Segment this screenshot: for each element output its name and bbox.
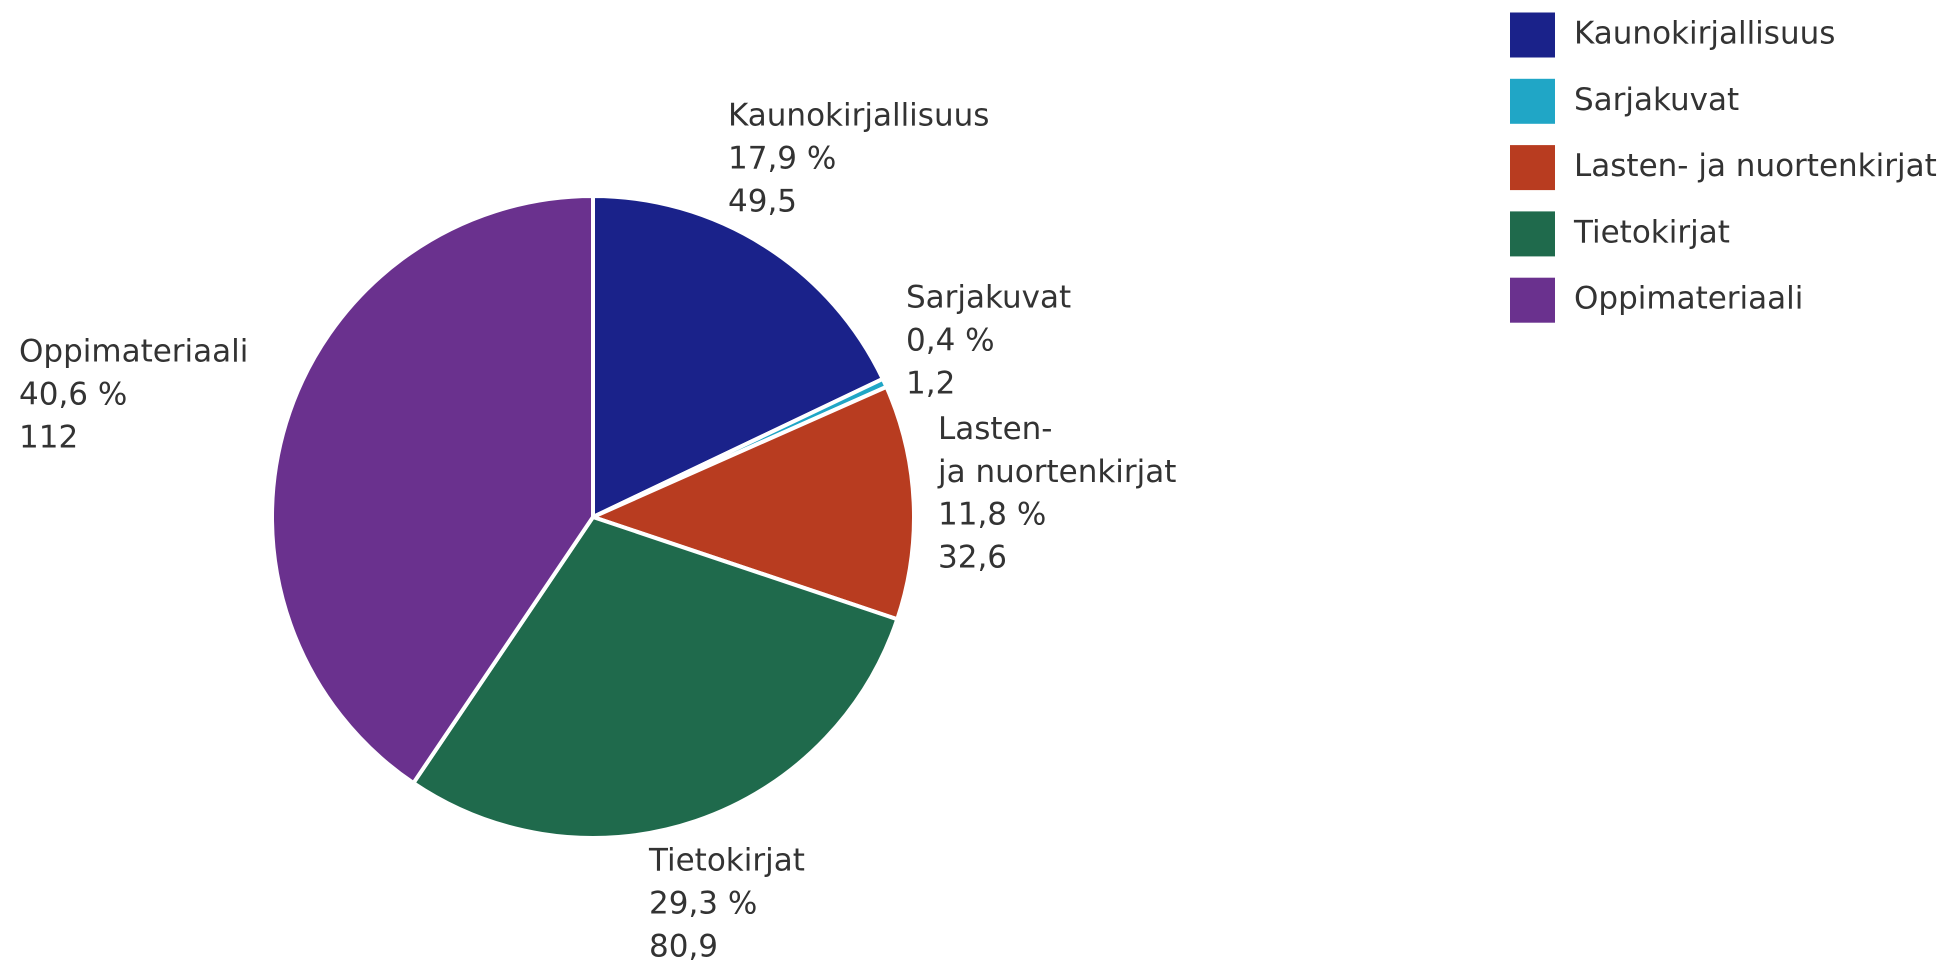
value-label: 112 — [19, 420, 78, 456]
pie-slice — [591, 194, 885, 519]
slice-label-part: Lasten- — [938, 411, 1062, 447]
pie-slice — [411, 515, 900, 840]
pie-slice — [270, 194, 595, 786]
slice-label: Sarjakuvat — [906, 280, 1071, 316]
percentage-label: 11,8 % — [938, 497, 1046, 533]
slice-label: Kaunokirjallisuus — [728, 98, 989, 134]
pie-slice — [591, 384, 916, 622]
slice-label: Lasten- ja nuortenkirjat — [937, 411, 1176, 490]
percentage-label: 40,6 % — [19, 377, 127, 413]
slice-label: Oppimateriaali — [19, 334, 248, 370]
legend-label: Oppimateriaali — [1574, 281, 1803, 317]
value-label: 1,2 — [906, 366, 955, 402]
percentage-label: 0,4 % — [906, 323, 995, 359]
legend-label: Lasten- ja nuortenkirjat — [1574, 148, 1937, 184]
value-label: 49,5 — [728, 184, 797, 220]
legend-label: Tietokirjat — [1573, 214, 1730, 250]
legend-label: Sarjakuvat — [1574, 82, 1739, 118]
legend-swatch — [1510, 277, 1555, 323]
legend-swatch — [1510, 78, 1555, 124]
legend-label: Kaunokirjallisuus — [1574, 16, 1835, 52]
percentage-label: 17,9 % — [728, 141, 836, 177]
value-label: 32,6 — [938, 540, 1007, 576]
value-label: 80,9 — [649, 929, 718, 965]
percentage-label: 29,3 % — [649, 886, 757, 922]
legend-swatch — [1510, 12, 1555, 58]
slice-label-part: ja nuortenkirjat — [937, 454, 1176, 490]
slice-label: Tietokirjat — [648, 843, 805, 879]
legend-swatch — [1510, 211, 1555, 257]
legend-swatch — [1510, 145, 1555, 191]
